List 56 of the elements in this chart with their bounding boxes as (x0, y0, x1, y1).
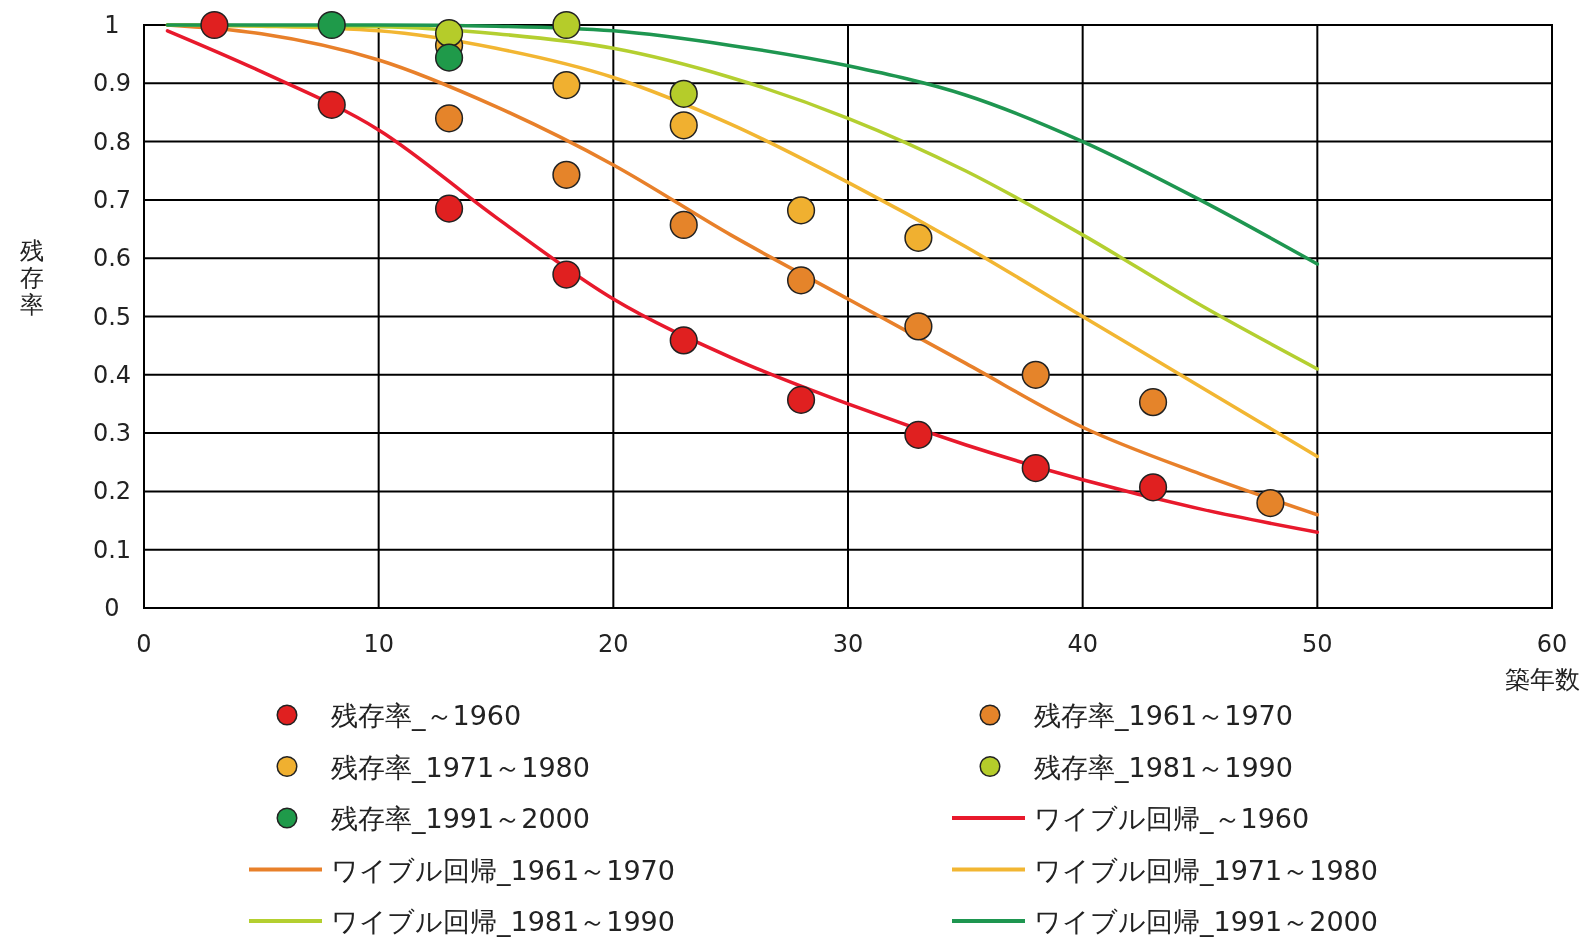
point (317, 10, 346, 40)
point (552, 260, 581, 289)
point (1138, 473, 1168, 502)
point (434, 194, 464, 223)
legend-label: ワイブル回帰_1971～1980 (1034, 854, 1378, 886)
y-tick-label: 0.4 (92, 360, 132, 389)
point (904, 312, 933, 341)
point (904, 420, 933, 449)
y-tick-label: 0.9 (92, 69, 132, 98)
point (1021, 360, 1050, 389)
point (552, 160, 581, 189)
point (434, 43, 464, 72)
point (1021, 454, 1050, 483)
point (669, 210, 698, 240)
y-tick-label: 0 (104, 594, 120, 622)
legend-label: ワイブル回帰_1961～1970 (331, 854, 675, 886)
point (669, 79, 698, 108)
point (669, 111, 698, 140)
legend-label: 残存率_1961～1970 (1034, 700, 1293, 731)
legend-label: 残存率_～1960 (331, 700, 522, 731)
point (317, 90, 346, 119)
point (669, 326, 698, 355)
point (434, 19, 464, 48)
point (200, 10, 229, 40)
legend-label: 残存率_1981～1990 (1034, 751, 1293, 783)
point (552, 70, 581, 100)
point (904, 223, 933, 252)
y-tick-label: 0.8 (92, 127, 132, 156)
y-tick-label: 0.5 (92, 302, 132, 331)
point (786, 266, 816, 295)
point (552, 10, 581, 40)
point (434, 104, 464, 133)
x-axis-title: 築年数 (1505, 665, 1580, 694)
x-tick-label: 0 (136, 630, 152, 658)
y-tick-label: 0.2 (92, 477, 132, 506)
y-tick-label: 0.7 (92, 185, 132, 214)
y-tick-label: 0.1 (92, 535, 132, 564)
x-tick-label: 30 (832, 630, 864, 658)
legend-label: 残存率_1991～2000 (331, 803, 590, 834)
x-tick-label: 20 (598, 630, 629, 658)
y-axis-title: 残存率 (20, 237, 44, 319)
y-tick-label: 1 (104, 11, 120, 39)
point (786, 385, 816, 414)
x-tick-label: 50 (1302, 630, 1333, 658)
legend-label: ワイブル回帰_～1960 (1034, 803, 1310, 834)
point (1256, 488, 1285, 518)
point (786, 196, 816, 225)
y-tick-label: 0.6 (92, 244, 132, 273)
legend-label: 残存率_1971～1980 (331, 751, 590, 783)
point (1138, 388, 1168, 417)
x-tick-label: 40 (1067, 630, 1098, 658)
x-tick-label: 10 (363, 630, 394, 658)
legend-label: ワイブル回帰_1991～2000 (1034, 906, 1378, 937)
legend-label: ワイブル回帰_1981～1990 (331, 906, 675, 937)
y-tick-label: 0.3 (92, 419, 132, 448)
x-tick-label: 60 (1536, 630, 1568, 658)
